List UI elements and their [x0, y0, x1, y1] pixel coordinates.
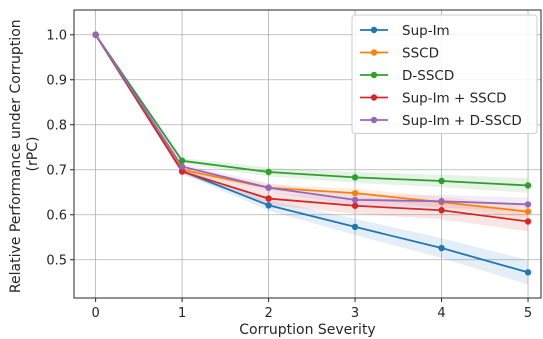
data-point: [524, 182, 532, 189]
plot-frame: [73, 9, 542, 299]
data-point: [524, 201, 532, 208]
data-point: [351, 196, 359, 204]
series-line: [94, 34, 529, 206]
data-point: [438, 207, 445, 214]
x-tick-label: 5: [524, 306, 532, 321]
legend-label: Sup-Im: [402, 23, 450, 39]
data-point: [92, 31, 99, 38]
data-point: [265, 202, 272, 209]
data-point: [265, 195, 272, 202]
y-tick-label: 0.7: [46, 163, 67, 178]
y-tick-label: 0.9: [46, 73, 67, 88]
y-axis-label-line1: Relative Performance under Corruption: [8, 19, 24, 293]
y-tick-label: 1.0: [46, 28, 67, 43]
data-point: [178, 157, 186, 164]
series-points: [92, 31, 532, 276]
y-axis-ticks: 0.5 0.6 0.7 0.8 0.9 1.0: [46, 28, 74, 268]
x-axis-ticks: 0 1 2 3 4 5: [91, 298, 532, 321]
legend-label: Sup-Im + SSCD: [402, 91, 507, 107]
data-point: [178, 168, 186, 175]
data-point: [524, 218, 532, 225]
data-point: [438, 198, 445, 205]
data-point: [351, 189, 359, 197]
legend-label: Sup-Im + D-SSCD: [402, 113, 522, 129]
confidence-band: [95, 34, 529, 193]
data-point: [524, 208, 532, 215]
data-point: [178, 163, 186, 170]
data-point: [351, 174, 359, 181]
data-point: [524, 269, 532, 276]
y-tick-label: 0.8: [46, 118, 67, 133]
data-point: [438, 177, 445, 185]
x-axis-label: Corruption Severity: [239, 322, 375, 338]
data-point: [438, 244, 445, 252]
y-tick-label: 0.6: [46, 208, 67, 223]
series-line: [94, 34, 529, 223]
data-point: [265, 184, 272, 191]
y-axis-label-line2: (rPC): [25, 137, 41, 172]
legend-box: [351, 14, 538, 134]
legend-marker: [370, 71, 378, 79]
series-line: [94, 34, 529, 187]
legend-label: D-SSCD: [402, 68, 454, 84]
data-point: [351, 223, 359, 231]
x-tick-label: 2: [264, 306, 272, 321]
series-lines: [94, 34, 529, 274]
x-tick-label: 4: [437, 306, 445, 321]
y-axis-label: Relative Performance under Corruption (r…: [8, 15, 41, 293]
legend-marker: [370, 116, 378, 124]
x-tick-label: 1: [178, 306, 186, 321]
legend-marker: [370, 26, 378, 34]
confidence-band: [95, 34, 529, 232]
data-point: [351, 202, 359, 209]
x-tick-label: 3: [351, 306, 359, 321]
data-point: [265, 168, 272, 176]
y-tick-label: 0.5: [46, 253, 67, 268]
legend-marker: [370, 94, 378, 101]
legend: Sup-Im SSCD D-SSCD Sup-Im + SSCD Sup-Im + D-…: [351, 14, 538, 134]
x-tick-label: 0: [91, 306, 99, 321]
legend-marker: [370, 49, 378, 56]
legend-label: SSCD: [402, 46, 439, 62]
